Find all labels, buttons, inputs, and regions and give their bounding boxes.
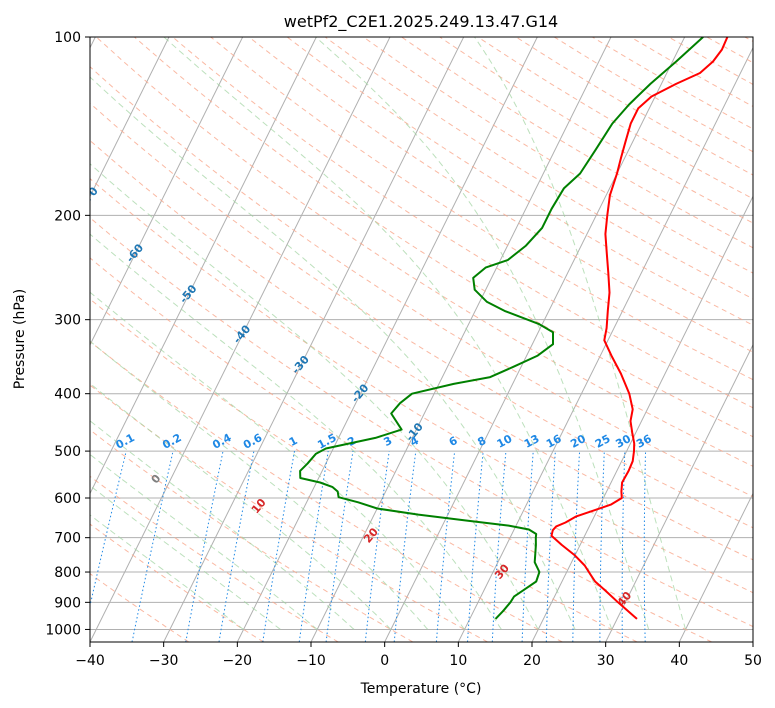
dry-adiabat-line	[90, 573, 190, 642]
moist-adiabat-lines	[90, 37, 687, 630]
mixing-ratio-label: 30	[613, 432, 633, 451]
dry-adiabat-line	[90, 102, 753, 529]
mixing-ratio-label: 36	[634, 432, 654, 451]
moist-adiabat-line	[474, 37, 687, 630]
mixing-ratio-line	[364, 451, 390, 642]
dry-adiabat-line	[90, 475, 339, 642]
y-tick-label: 400	[54, 387, 81, 403]
dewpoint-line	[299, 37, 704, 620]
adiabat-label: -70	[78, 184, 101, 208]
dry-adiabat-line	[90, 66, 753, 498]
y-axis-label: Pressure (hPa)	[12, 289, 28, 389]
y-tick-label: 300	[54, 313, 81, 329]
x-tick-label: 40	[670, 653, 688, 669]
x-tick-label: 30	[597, 653, 615, 669]
isobar-gridlines	[90, 37, 753, 630]
plot-area: -100-90-80-70-60-50-40-30-20-10010203040…	[78, 37, 753, 642]
mixing-ratio-lines	[90, 450, 647, 642]
moist-adiabat-line	[90, 514, 244, 630]
mixing-ratio-line	[467, 451, 484, 642]
mixing-ratio-line	[435, 451, 456, 642]
isotherm-line	[531, 195, 753, 642]
moist-adiabat-line	[163, 37, 613, 630]
dry-adiabat-line	[90, 139, 753, 561]
isotherm-line	[90, 37, 317, 495]
y-tick-label: 800	[54, 565, 81, 581]
moist-adiabat-line	[90, 420, 355, 630]
isotherm-line	[678, 492, 753, 642]
y-tick-label: 200	[54, 208, 81, 224]
mixing-ratio-label: 10	[495, 432, 515, 451]
mixing-ratio-label: 13	[522, 432, 542, 451]
y-tick-label: 100	[54, 30, 81, 46]
x-axis-label: Temperature (°C)	[360, 681, 482, 697]
isotherm-line	[457, 46, 753, 642]
isotherm-line	[90, 37, 170, 198]
mixing-ratio-label: 20	[568, 432, 588, 451]
mixing-ratio-line	[298, 451, 329, 642]
x-tick-label: 50	[744, 653, 762, 669]
x-axis-ticks: −40 −30 −20 −10 0 10 20 30 40 50	[75, 642, 762, 669]
dry-adiabat-line	[286, 37, 753, 326]
dry-adiabat-line	[90, 340, 563, 642]
plot-frame	[89, 36, 754, 643]
moist-adiabat-line	[90, 76, 576, 630]
isotherm-line	[236, 37, 538, 642]
x-tick-label: −30	[149, 653, 179, 669]
y-tick-label: 600	[54, 491, 81, 507]
y-tick-label: 900	[54, 595, 81, 611]
isotherm-line	[163, 37, 465, 642]
moist-adiabat-line	[90, 382, 392, 630]
moist-adiabat-line	[90, 453, 318, 630]
x-tick-label: 10	[449, 653, 467, 669]
dry-adiabat-line	[90, 429, 414, 642]
moist-adiabat-line	[90, 291, 465, 630]
moist-adiabat-line	[90, 233, 502, 630]
mixing-ratio-line	[131, 450, 174, 642]
chart-title: wetPf2_C2E1.2025.249.13.47.G14	[284, 12, 558, 32]
dry-adiabat-line	[134, 37, 753, 438]
mixing-ratio-line	[325, 451, 354, 642]
y-tick-label: 700	[54, 531, 81, 547]
isotherm-line	[605, 343, 753, 642]
dry-adiabat-line	[90, 298, 638, 642]
mixing-ratio-label: 25	[593, 432, 613, 451]
x-tick-label: −20	[223, 653, 253, 669]
y-tick-label: 500	[54, 444, 81, 460]
x-tick-label: 20	[523, 653, 541, 669]
mixing-ratio-label: 16	[544, 432, 564, 451]
dry-adiabat-line	[90, 257, 712, 642]
sounding-series	[299, 37, 729, 620]
isotherm-line	[90, 37, 244, 347]
y-tick-label: 1000	[45, 622, 81, 638]
dry-adiabat-lines	[90, 37, 753, 642]
mixing-ratio-line	[393, 451, 417, 642]
isotherm-line	[90, 37, 391, 642]
dry-adiabat-line	[90, 384, 488, 642]
y-axis-ticks: 1000 900 800 700 600 500 400 300 200 100	[45, 30, 90, 638]
dry-adiabat-line	[90, 177, 753, 594]
mixing-ratio-line	[90, 450, 127, 609]
isotherm-line	[384, 37, 686, 642]
dry-adiabat-line	[210, 37, 753, 381]
temperature-line	[550, 37, 729, 620]
x-tick-label: −40	[75, 653, 105, 669]
x-tick-label: −10	[296, 653, 326, 669]
x-tick-label: 0	[380, 653, 389, 669]
moist-adiabat-line	[315, 37, 650, 630]
moist-adiabat-line	[90, 163, 539, 630]
